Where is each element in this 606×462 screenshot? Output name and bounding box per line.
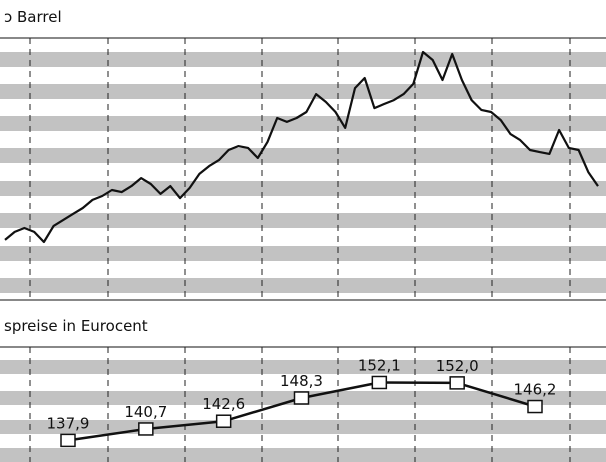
data-marker (371, 375, 388, 390)
data-marker (449, 376, 465, 390)
data-label: 148,3 (280, 372, 323, 390)
data-marker (293, 391, 310, 405)
data-label: 152,0 (436, 357, 479, 375)
data-marker (138, 422, 154, 436)
data-label: 146,2 (514, 381, 557, 399)
data-marker (527, 399, 543, 414)
data-line (4, 50, 599, 244)
bands (0, 52, 606, 462)
data-label: 140,7 (124, 403, 167, 421)
data-marker (60, 433, 76, 448)
data-marker (215, 414, 232, 428)
vertical-dashes (29, 38, 571, 462)
data-label: 137,9 (47, 414, 90, 432)
chart-title: spreise in Eurocent (4, 317, 148, 335)
data-label: 152,1 (358, 356, 401, 374)
data-label: 142,6 (202, 395, 245, 413)
chart-title: ɔ Barrel (4, 8, 62, 26)
